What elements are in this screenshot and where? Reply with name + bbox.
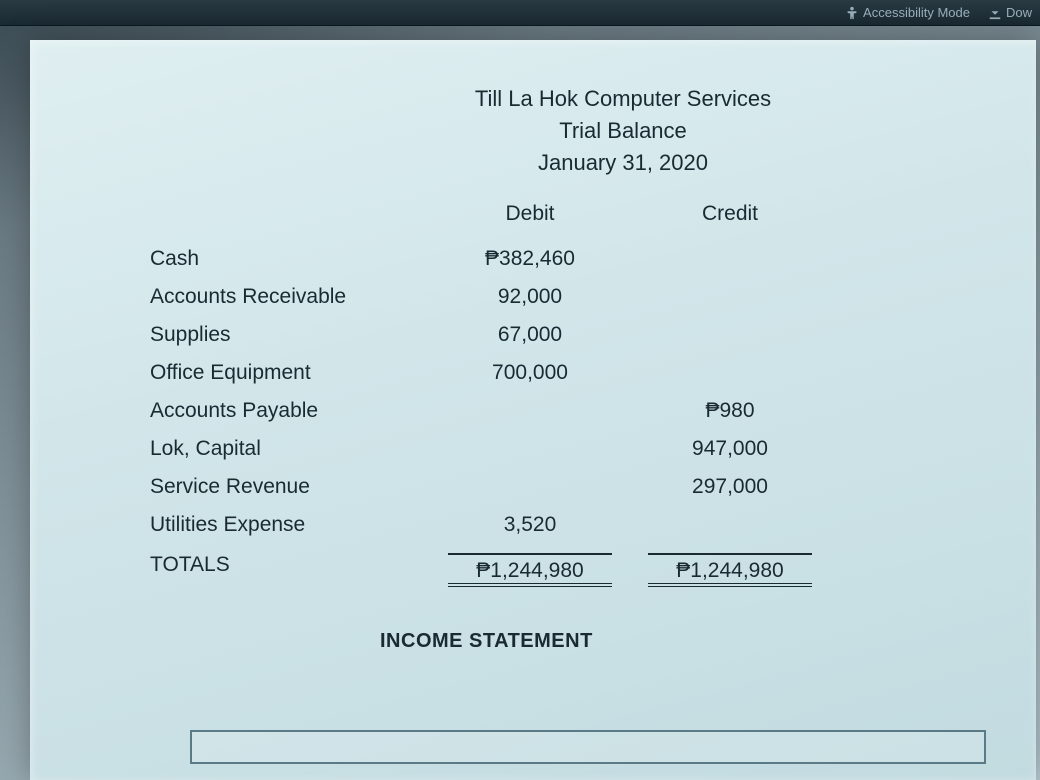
app-topbar: Accessibility Mode Dow: [0, 0, 1040, 26]
totals-credit: ₱1,244,980: [648, 553, 812, 587]
debit-value: ₱382,460: [430, 247, 630, 271]
totals-row: TOTALS ₱1,244,980 ₱1,244,980: [150, 546, 976, 594]
debit-value: 700,000: [430, 361, 630, 385]
accessibility-label: Accessibility Mode: [863, 5, 970, 20]
accessibility-mode-button[interactable]: Accessibility Mode: [845, 5, 970, 20]
debit-value: 92,000: [430, 285, 630, 309]
debit-value: [430, 399, 630, 423]
credit-value: [630, 285, 830, 309]
download-button[interactable]: Dow: [988, 5, 1032, 20]
column-headers: Debit Credit: [150, 202, 976, 226]
credit-value: [630, 323, 830, 347]
document-page: Till La Hok Computer Services Trial Bala…: [30, 40, 1036, 780]
credit-value: 947,000: [630, 437, 830, 461]
account-name: Cash: [150, 247, 430, 271]
download-label: Dow: [1006, 5, 1032, 20]
download-icon: [988, 6, 1002, 20]
credit-value: ₱980: [630, 399, 830, 423]
report-date: January 31, 2020: [270, 150, 976, 176]
account-name: Office Equipment: [150, 361, 430, 385]
debit-value: [430, 437, 630, 461]
credit-header: Credit: [630, 202, 830, 226]
report-title: Trial Balance: [270, 118, 976, 144]
account-name: Utilities Expense: [150, 513, 430, 537]
debit-value: 3,520: [430, 513, 630, 537]
company-name: Till La Hok Computer Services: [270, 86, 976, 112]
account-name: Accounts Payable: [150, 399, 430, 423]
account-name: Lok, Capital: [150, 437, 430, 461]
totals-debit: ₱1,244,980: [448, 553, 612, 587]
credit-value: 297,000: [630, 475, 830, 499]
table-row: Office Equipment 700,000: [150, 354, 976, 392]
report-heading: Till La Hok Computer Services Trial Bala…: [270, 86, 976, 176]
account-name: Service Revenue: [150, 475, 430, 499]
credit-value: [630, 247, 830, 271]
table-row: Utilities Expense 3,520: [150, 506, 976, 544]
table-row: Lok, Capital 947,000: [150, 430, 976, 468]
table-row: Supplies 67,000: [150, 316, 976, 354]
totals-label: TOTALS: [150, 553, 430, 587]
accessibility-icon: [845, 6, 859, 20]
account-name: Accounts Receivable: [150, 285, 430, 309]
debit-header: Debit: [430, 202, 630, 226]
table-row: Accounts Receivable 92,000: [150, 278, 976, 316]
table-row: Cash ₱382,460: [150, 240, 976, 278]
account-name: Supplies: [150, 323, 430, 347]
text-input-box[interactable]: [190, 730, 986, 764]
trial-balance-rows: Cash ₱382,460 Accounts Receivable 92,000…: [150, 240, 976, 594]
table-row: Accounts Payable ₱980: [150, 392, 976, 430]
table-row: Service Revenue 297,000: [150, 468, 976, 506]
debit-value: [430, 475, 630, 499]
credit-value: [630, 361, 830, 385]
credit-value: [630, 513, 830, 537]
debit-value: 67,000: [430, 323, 630, 347]
income-statement-heading: INCOME STATEMENT: [380, 630, 976, 653]
